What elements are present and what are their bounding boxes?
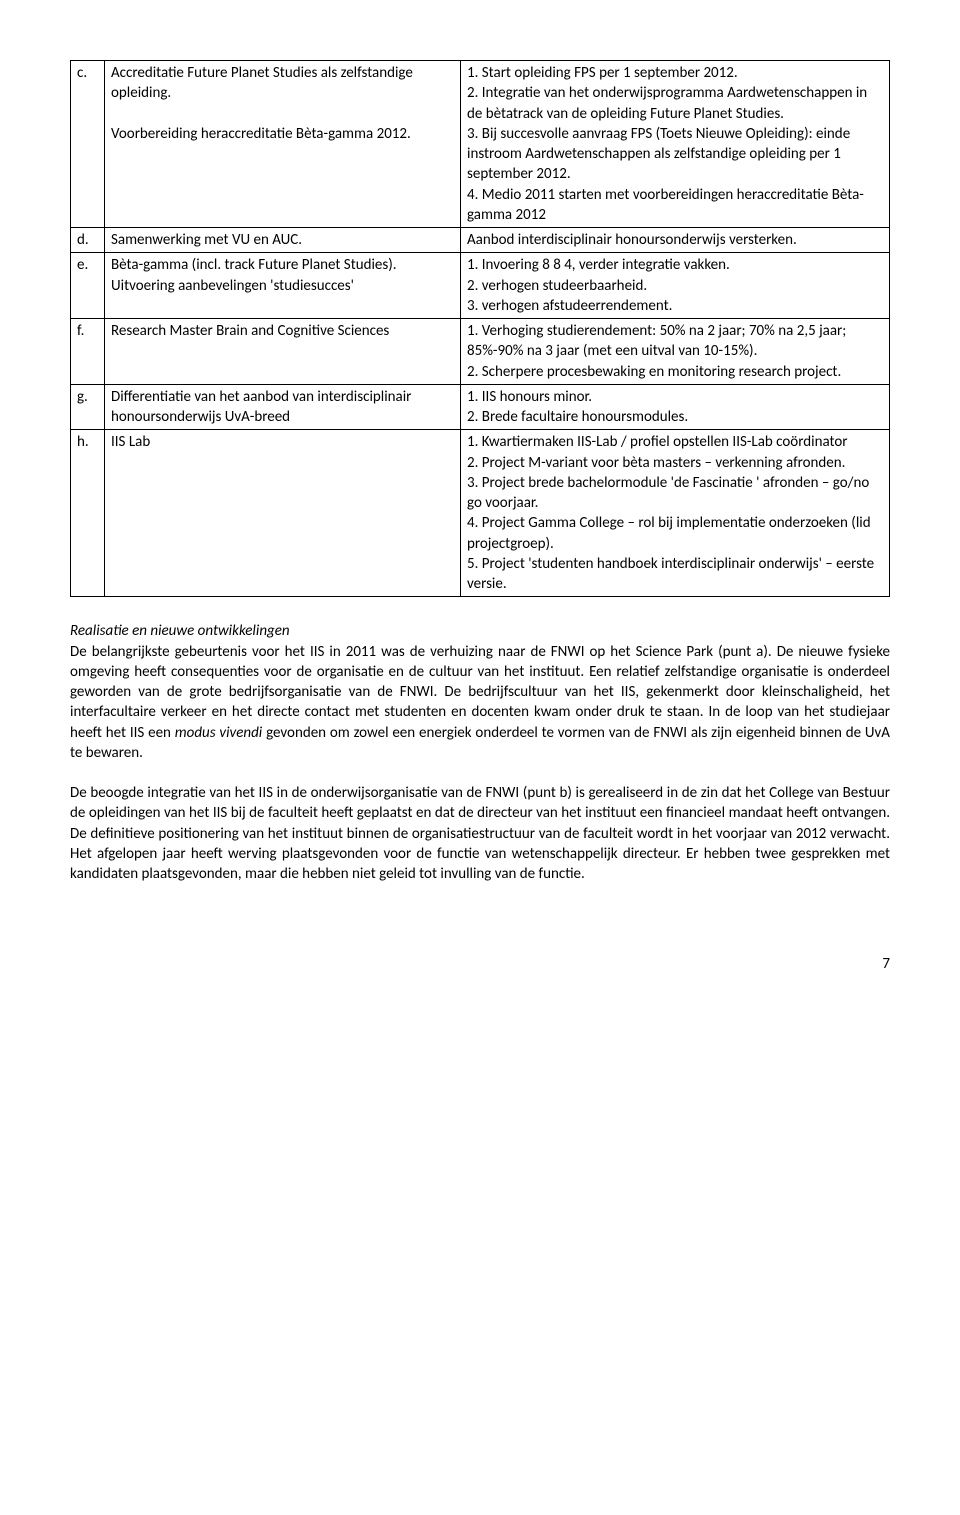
table-body: c. Accreditatie Future Planet Studies al… — [71, 61, 890, 597]
row-right: 1. Kwartiermaken IIS-Lab / profiel opste… — [461, 430, 890, 597]
row-right: Aanbod interdisciplinair honoursonderwij… — [461, 228, 890, 253]
row-label: e. — [71, 253, 105, 319]
row-label: g. — [71, 384, 105, 430]
table-row: c. Accreditatie Future Planet Studies al… — [71, 61, 890, 228]
row-right: 1. Invoering 8 8 4, verder integratie va… — [461, 253, 890, 319]
row-left: Differentiatie van het aanbod van interd… — [105, 384, 461, 430]
table-row: f. Research Master Brain and Cognitive S… — [71, 319, 890, 385]
row-left: Bèta-gamma (incl. track Future Planet St… — [105, 253, 461, 319]
paragraph-2: De beoogde integratie van het IIS in de … — [70, 783, 890, 884]
table-row: g. Differentiatie van het aanbod van int… — [71, 384, 890, 430]
row-left: IIS Lab — [105, 430, 461, 597]
para1-emphasis: modus vivendi — [175, 724, 263, 742]
table-row: e. Bèta-gamma (incl. track Future Planet… — [71, 253, 890, 319]
section-title: Realisatie en nieuwe ontwikkelingen — [70, 621, 890, 641]
table-row: d. Samenwerking met VU en AUC. Aanbod in… — [71, 228, 890, 253]
row-left: Research Master Brain and Cognitive Scie… — [105, 319, 461, 385]
paragraph-1: De belangrijkste gebeurtenis voor het II… — [70, 642, 890, 764]
row-left: Samenwerking met VU en AUC. — [105, 228, 461, 253]
content-table: c. Accreditatie Future Planet Studies al… — [70, 60, 890, 597]
row-left: Accreditatie Future Planet Studies als z… — [105, 61, 461, 228]
row-label: h. — [71, 430, 105, 597]
row-right: 1. Start opleiding FPS per 1 september 2… — [461, 61, 890, 228]
row-right: 1. IIS honours minor. 2. Brede facultair… — [461, 384, 890, 430]
row-right: 1. Verhoging studierendement: 50% na 2 j… — [461, 319, 890, 385]
row-label: c. — [71, 61, 105, 228]
page-number: 7 — [70, 954, 890, 974]
table-row: h. IIS Lab 1. Kwartiermaken IIS-Lab / pr… — [71, 430, 890, 597]
row-label: d. — [71, 228, 105, 253]
row-label: f. — [71, 319, 105, 385]
